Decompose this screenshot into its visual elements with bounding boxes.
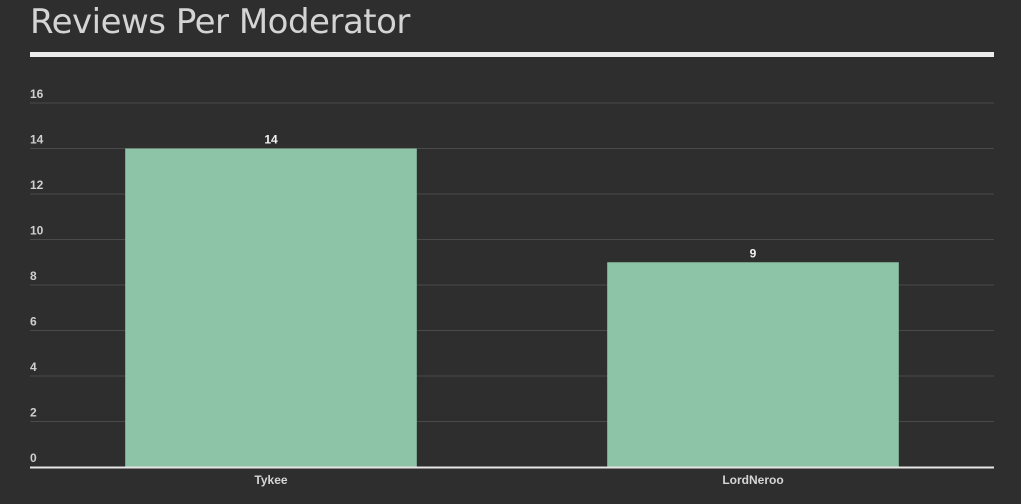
y-axis-ticks: 0 2 4 6 8 10 12 14 16 <box>30 87 44 465</box>
bar-lordneroo[interactable] <box>607 262 899 467</box>
y-tick-label: 8 <box>30 269 37 283</box>
bar-tykee[interactable] <box>125 148 417 468</box>
y-tick-label: 12 <box>30 178 44 192</box>
y-tick-label: 6 <box>30 315 37 329</box>
x-axis-labels: Tykee LordNeroo <box>254 473 783 487</box>
data-label: 9 <box>750 246 757 260</box>
chart-title: Reviews Per Moderator <box>30 2 410 42</box>
data-label: 14 <box>264 133 278 147</box>
y-tick-label: 4 <box>30 360 37 374</box>
bars <box>125 148 899 468</box>
data-labels: 14 9 <box>264 133 756 261</box>
y-tick-label: 16 <box>30 87 44 101</box>
x-category-label: Tykee <box>254 473 287 487</box>
title-divider <box>30 52 994 57</box>
y-tick-label: 14 <box>30 133 44 147</box>
y-tick-label: 10 <box>30 224 44 238</box>
y-tick-label: 2 <box>30 406 37 420</box>
x-category-label: LordNeroo <box>722 473 783 487</box>
y-tick-label: 0 <box>30 451 37 465</box>
